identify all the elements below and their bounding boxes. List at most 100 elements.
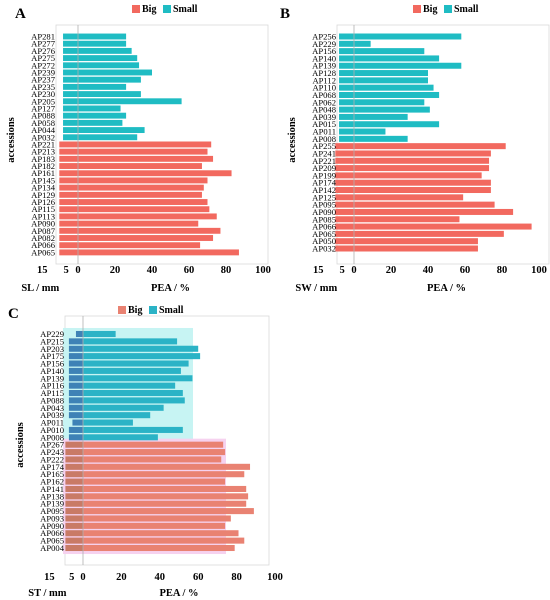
bar-AP058 — [78, 119, 123, 126]
tick-label-AP115: AP115 — [31, 204, 55, 214]
x-axis-label-left: SL / mm — [21, 283, 59, 294]
bar-AP134 — [78, 184, 204, 191]
tick-label-AP115: AP115 — [40, 388, 64, 398]
bar-AP183 — [78, 155, 214, 162]
bar-AP093 — [83, 515, 231, 522]
bar-neg-AP229 — [339, 40, 354, 47]
bar-neg-AP161 — [59, 170, 78, 177]
bar-neg-AP182 — [59, 163, 78, 169]
bar-AP043 — [83, 404, 164, 411]
bar-AP165 — [83, 471, 245, 478]
bar-neg-AP068 — [339, 91, 354, 98]
bar-neg-AP115 — [59, 206, 78, 213]
tick-label-AP229: AP229 — [40, 329, 64, 339]
tick-label-AP221: AP221 — [312, 156, 336, 166]
tick-label-AP090: AP090 — [312, 207, 336, 217]
tick-label-AP256: AP256 — [312, 32, 337, 42]
bar-AP039 — [354, 113, 408, 120]
tick-label-AP230: AP230 — [31, 89, 55, 99]
bar-neg-AP085 — [335, 216, 354, 223]
x-axis-label-left: SW / mm — [295, 283, 337, 294]
bar-AP088 — [83, 397, 185, 404]
tick-label-AP241: AP241 — [312, 148, 336, 158]
x-tick-label-5: 5 — [69, 572, 74, 583]
x-tick-label-0: 0 — [75, 265, 80, 276]
bar-neg-AP128 — [339, 70, 354, 77]
legend-swatch-small — [444, 5, 452, 13]
bar-neg-AP088 — [63, 112, 78, 119]
bar-neg-AP175 — [68, 353, 83, 360]
bar-AP011 — [83, 419, 133, 426]
bar-AP050 — [354, 238, 478, 245]
tick-label-AP174: AP174 — [40, 462, 65, 472]
tick-label-AP066: AP066 — [40, 528, 65, 538]
x-tick-label-15: 15 — [37, 265, 48, 276]
bar-neg-AP209 — [335, 165, 354, 172]
tick-label-AP050: AP050 — [312, 236, 336, 246]
bar-AP088 — [78, 112, 127, 119]
bar-neg-AP243 — [65, 449, 83, 456]
bar-AP229 — [83, 330, 116, 338]
bar-AP112 — [354, 77, 428, 84]
bar-neg-AP241 — [335, 150, 354, 157]
tick-label-AP095: AP095 — [312, 200, 336, 210]
bar-neg-AP011 — [72, 419, 83, 426]
bar-AP010 — [83, 426, 183, 433]
bar-neg-AP112 — [339, 77, 354, 84]
bar-neg-AP203 — [68, 345, 83, 352]
bar-AP174 — [83, 463, 251, 470]
tick-label-AP215: AP215 — [40, 336, 64, 346]
bar-AP256 — [354, 33, 462, 40]
tick-label-AP008: AP008 — [312, 134, 336, 144]
bar-AP008 — [83, 434, 158, 441]
panel-label: B — [280, 6, 290, 22]
bar-AP142 — [354, 187, 491, 194]
legend-label-small: Small — [454, 4, 479, 15]
bar-AP066 — [354, 223, 532, 230]
x-tick-label-100: 100 — [531, 265, 547, 276]
x-tick-label-100: 100 — [255, 265, 271, 276]
bar-AP110 — [354, 84, 434, 91]
bar-AP276 — [78, 47, 132, 54]
tick-label-AP272: AP272 — [31, 60, 55, 70]
bar-AP156 — [83, 360, 189, 367]
bar-AP129 — [78, 191, 202, 198]
tick-label-AP015: AP015 — [312, 119, 336, 129]
bar-AP221 — [78, 141, 212, 148]
bar-AP139 — [83, 375, 193, 382]
bar-neg-AP281 — [63, 33, 78, 40]
bar-neg-AP140 — [339, 55, 354, 62]
tick-label-AP267: AP267 — [40, 440, 65, 450]
x-tick-label-0: 0 — [80, 572, 85, 583]
bar-AP087 — [78, 227, 221, 234]
tick-label-AP065: AP065 — [312, 229, 336, 239]
bar-AP141 — [83, 485, 247, 492]
bar-AP116 — [83, 382, 176, 389]
tick-label-AP199: AP199 — [312, 170, 336, 180]
tick-label-AP209: AP209 — [312, 163, 336, 173]
tick-label-AP032: AP032 — [312, 244, 336, 254]
bar-AP243 — [83, 449, 226, 456]
bar-neg-AP032 — [335, 245, 354, 252]
tick-label-AP058: AP058 — [31, 118, 55, 128]
bar-neg-AP115 — [68, 390, 83, 397]
bar-AP235 — [78, 83, 127, 90]
panel-label: A — [15, 6, 26, 22]
tick-label-AP093: AP093 — [40, 513, 64, 523]
bar-neg-AP048 — [339, 106, 354, 113]
x-tick-label-40: 40 — [155, 572, 166, 583]
panel-label: C — [8, 306, 19, 322]
legend-swatch-small — [149, 306, 157, 314]
bar-AP044 — [78, 127, 145, 134]
tick-label-AP127: AP127 — [31, 103, 56, 113]
tick-label-AP039: AP039 — [312, 112, 336, 122]
tick-label-AP090: AP090 — [31, 219, 55, 229]
bar-AP095 — [354, 201, 495, 208]
x-tick-label-20: 20 — [110, 265, 121, 276]
bar-neg-AP199 — [335, 172, 354, 179]
tick-label-AP276: AP276 — [31, 46, 56, 56]
bar-AP229 — [354, 40, 371, 47]
tick-label-AP134: AP134 — [31, 183, 56, 193]
bar-neg-AP139 — [65, 500, 83, 507]
tick-label-AP082: AP082 — [31, 233, 55, 243]
